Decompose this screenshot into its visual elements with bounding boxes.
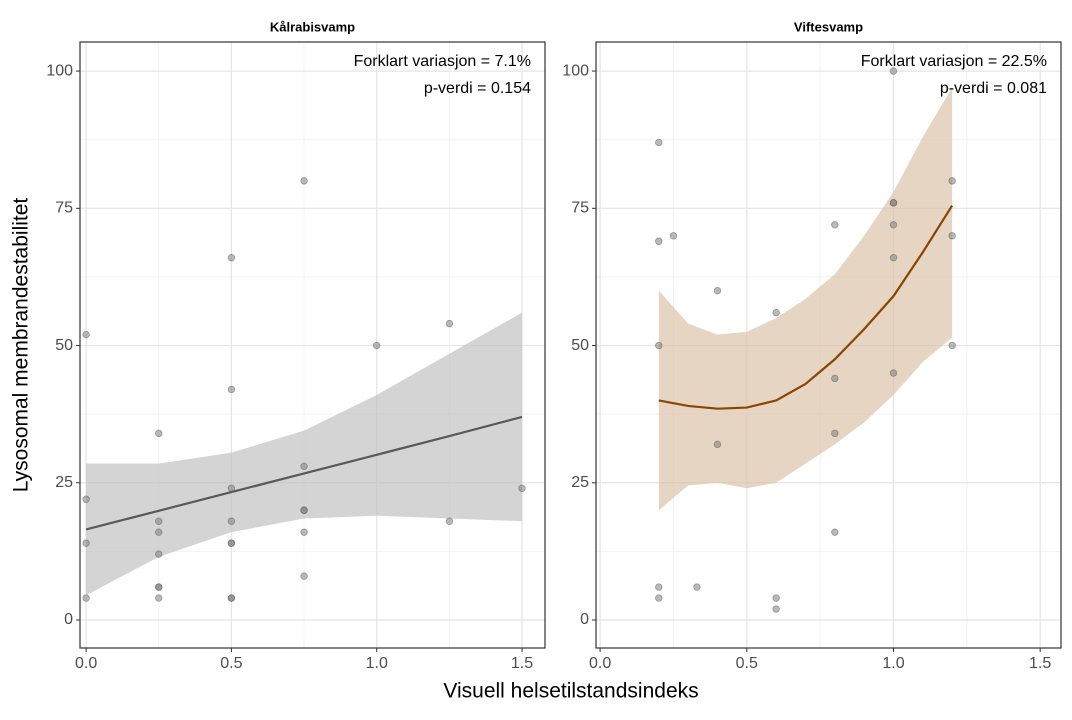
point (831, 528, 839, 536)
point (669, 232, 678, 240)
y-tick-label: 25 (571, 474, 589, 491)
x-tick-label: 1.0 (366, 655, 388, 672)
point (713, 286, 722, 295)
point (155, 429, 163, 438)
point (300, 572, 308, 580)
point (655, 237, 663, 245)
confidence-band (86, 312, 523, 596)
point (82, 495, 90, 503)
y-tick-label: 100 (562, 62, 589, 79)
point (889, 199, 898, 207)
point (693, 583, 701, 591)
point (227, 254, 236, 262)
x-tick-label: 0.0 (589, 655, 611, 672)
point (655, 583, 663, 591)
y-tick-label: 75 (55, 200, 73, 217)
fit-line (658, 204, 954, 410)
panel-title: Viftesvamp (794, 19, 863, 34)
y-axis-title: Lysosomal membrandestabilitet (10, 198, 33, 493)
y-tick-label: 0 (580, 611, 589, 628)
y-tick-label: 25 (55, 474, 73, 491)
point (300, 506, 308, 514)
annotation: Forklart variasjon = 22.5% (861, 53, 1047, 70)
annotation: p-verdi = 0.154 (424, 80, 531, 97)
point (300, 177, 308, 185)
point (948, 177, 956, 185)
point (82, 330, 90, 339)
x-tick-label: 1.0 (882, 655, 904, 672)
point (155, 583, 163, 591)
point (772, 308, 780, 317)
point (300, 462, 308, 471)
panel-border (79, 41, 546, 649)
x-tick-label: 1.5 (1029, 655, 1051, 672)
point (300, 528, 308, 536)
confidence-band (658, 87, 953, 511)
annotation: Forklart variasjon = 7.1% (354, 53, 531, 70)
fit-line (85, 415, 523, 531)
panel-title: Kålrabisvamp (270, 19, 355, 34)
y-tick-label: 50 (55, 337, 73, 354)
point (831, 221, 839, 229)
point (655, 594, 663, 602)
y-tick-label: 50 (571, 337, 589, 354)
point (227, 539, 236, 547)
point (445, 517, 454, 525)
point (831, 429, 839, 438)
point (155, 528, 163, 536)
point (772, 594, 780, 602)
point (227, 594, 236, 602)
point (155, 550, 163, 558)
point (948, 232, 956, 240)
point (373, 341, 381, 350)
point (155, 594, 163, 602)
x-tick-label: 0.0 (75, 655, 97, 672)
point (227, 517, 236, 525)
point (227, 385, 236, 394)
y-tick-label: 0 (64, 611, 73, 628)
annotation: p-verdi = 0.081 (940, 80, 1047, 97)
y-tick-label: 75 (571, 200, 589, 217)
point (889, 369, 898, 377)
point (82, 539, 90, 547)
point (889, 67, 898, 75)
x-tick-label: 0.5 (220, 655, 242, 672)
x-tick-label: 0.5 (736, 655, 758, 672)
point (713, 440, 722, 449)
x-axis-title: Visuell helsetilstandsindeks (443, 680, 698, 703)
panel-border (595, 41, 1062, 649)
point (445, 319, 454, 328)
point (889, 221, 898, 229)
point (655, 138, 663, 147)
point (655, 341, 663, 350)
point (948, 341, 956, 350)
y-tick-label: 100 (46, 62, 73, 79)
point (155, 517, 163, 525)
point (889, 254, 898, 262)
point (518, 484, 526, 492)
point (772, 605, 780, 613)
point (82, 594, 90, 602)
point (831, 374, 839, 383)
x-tick-label: 1.5 (511, 655, 533, 672)
